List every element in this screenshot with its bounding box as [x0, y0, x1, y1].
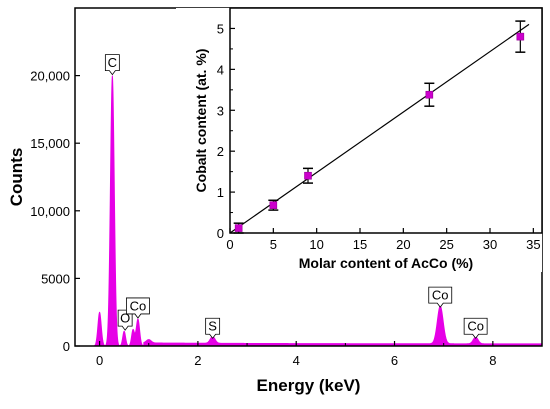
inset-y-tick-label: 2 — [217, 144, 224, 159]
inset-y-tick-label: 1 — [217, 185, 224, 200]
inset-x-tick-label: 5 — [270, 237, 277, 252]
peak-label: Co — [463, 317, 488, 339]
peak-label: Co — [126, 297, 150, 319]
inset-x-tick-label: 15 — [353, 237, 367, 252]
main-axis-ticks: 0 2 4 6 8 0 5000 10,000 15,000 20,000 — [30, 69, 543, 368]
main-x-tick-label: 0 — [96, 353, 103, 368]
svg-text:Co: Co — [130, 298, 147, 313]
inset-axis-ticks: 0 5 10 15 20 25 30 35 0 1 2 3 4 5 — [217, 21, 541, 252]
svg-text:Co: Co — [467, 319, 484, 334]
spectrum-area — [89, 75, 543, 347]
peak-label: S — [205, 317, 221, 339]
main-y-tick-label: 15,000 — [30, 136, 70, 151]
inset-x-tick-label: 10 — [309, 237, 323, 252]
main-y-tick-label: 0 — [63, 339, 70, 354]
inset-x-tick-label: 20 — [396, 237, 410, 252]
inset-y-tick-label: 0 — [217, 226, 224, 241]
inset-y-tick-label: 3 — [217, 103, 224, 118]
data-point — [233, 222, 244, 234]
spectrum-layer — [89, 75, 543, 347]
main-x-tick-label: 2 — [194, 353, 201, 368]
inset-x-tick-label: 35 — [526, 237, 540, 252]
main-x-axis-title: Energy (keV) — [257, 376, 361, 395]
fit-line — [229, 23, 530, 234]
data-point — [515, 20, 526, 53]
main-x-tick-label: 6 — [391, 353, 398, 368]
main-y-tick-label: 5000 — [41, 271, 70, 286]
peak-label: Co — [428, 286, 453, 308]
svg-text:S: S — [208, 319, 217, 334]
main-y-tick-label: 10,000 — [30, 204, 70, 219]
main-x-tick-label: 4 — [293, 353, 300, 368]
inset-data-layer — [229, 20, 530, 234]
main-y-tick-label: 20,000 — [30, 69, 70, 84]
inset-y-tick-label: 4 — [217, 62, 224, 77]
inset-plot-frame — [229, 7, 543, 234]
inset-x-tick-label: 0 — [226, 237, 233, 252]
svg-text:Co: Co — [432, 288, 449, 303]
main-y-axis-title: Counts — [7, 148, 26, 207]
inset-x-tick-label: 30 — [483, 237, 497, 252]
inset-x-tick-label: 25 — [439, 237, 453, 252]
inset-plot: 0 5 10 15 20 25 30 35 0 1 2 3 4 5 Molar content of Ac… — [176, 7, 543, 272]
main-x-tick-label: 8 — [489, 353, 496, 368]
inset-x-axis-title: Molar content of AcCo (%) — [299, 255, 473, 271]
inset-y-axis-title: Cobalt content (at. %) — [193, 49, 209, 193]
svg-text:O: O — [120, 311, 130, 326]
data-point — [303, 167, 313, 184]
data-point — [268, 199, 279, 211]
peak-label: C — [104, 54, 120, 76]
inset-y-tick-label: 5 — [217, 21, 224, 36]
svg-text:C: C — [108, 55, 117, 70]
data-point — [424, 82, 435, 107]
